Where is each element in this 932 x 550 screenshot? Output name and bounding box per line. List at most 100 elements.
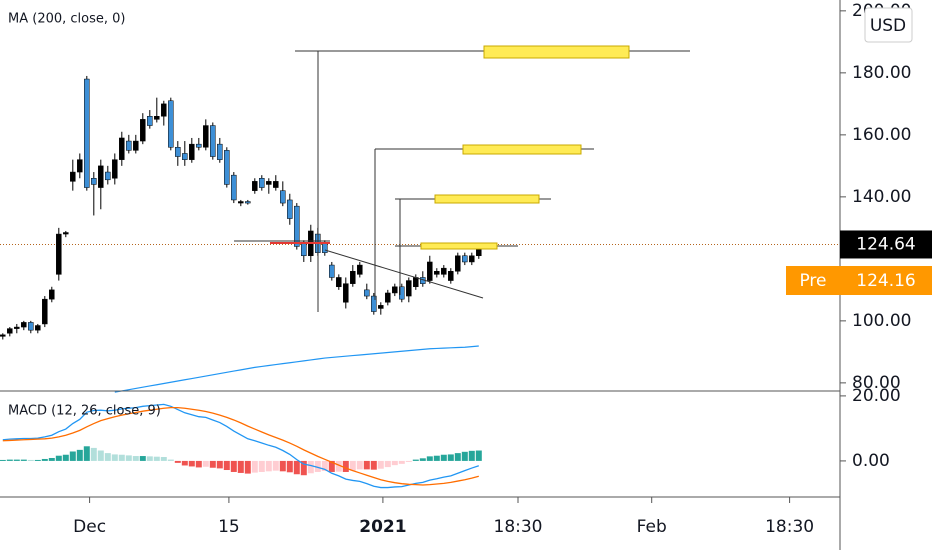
histogram-bar bbox=[328, 460, 335, 472]
candle-body bbox=[322, 243, 328, 253]
histogram-bar bbox=[377, 460, 384, 469]
candle-body bbox=[119, 137, 125, 160]
candle-body bbox=[245, 201, 251, 204]
candle-body bbox=[252, 181, 258, 191]
histogram-bar bbox=[363, 460, 370, 470]
last-price-tag bbox=[840, 230, 932, 259]
candle-body bbox=[147, 116, 153, 126]
candle-body bbox=[301, 243, 307, 257]
x-tick-label: 15 bbox=[218, 517, 240, 537]
candle-body bbox=[399, 286, 405, 300]
y-tick-label: 180.00 bbox=[852, 63, 911, 83]
premarket-price-tag bbox=[840, 266, 932, 295]
histogram-bar bbox=[384, 460, 391, 468]
histogram-bar bbox=[468, 450, 475, 461]
histogram-bar bbox=[447, 454, 454, 461]
drawings bbox=[234, 45, 690, 312]
histogram-bar bbox=[461, 451, 468, 461]
currency-button[interactable] bbox=[864, 7, 913, 43]
ma-line bbox=[114, 345, 479, 393]
candle-body bbox=[98, 165, 104, 188]
premarket-price: 124.16 bbox=[856, 271, 915, 291]
candle-body bbox=[448, 271, 454, 281]
histogram-bar bbox=[174, 460, 181, 463]
histogram-bar bbox=[251, 460, 258, 473]
x-tick-label: Dec bbox=[73, 517, 106, 537]
candle-body bbox=[168, 100, 174, 148]
histogram-bar bbox=[426, 456, 433, 461]
histogram-bar bbox=[419, 458, 426, 461]
histogram-bar bbox=[300, 460, 307, 476]
candle-body bbox=[231, 174, 237, 201]
candle-body bbox=[406, 280, 412, 297]
histogram-bar bbox=[69, 451, 76, 461]
candle-body bbox=[266, 181, 272, 185]
candle-body bbox=[35, 325, 41, 331]
histogram-bar bbox=[244, 460, 251, 474]
candle-body bbox=[357, 264, 363, 275]
y-tick-label: 80.00 bbox=[852, 373, 901, 393]
plot-marks bbox=[0, 75, 840, 489]
histogram-bar bbox=[475, 450, 482, 461]
candle-body bbox=[343, 283, 349, 303]
histogram-bar bbox=[223, 460, 230, 471]
candle-body bbox=[0, 334, 6, 337]
x-tick-label: 18:30 bbox=[765, 517, 814, 537]
candle-body bbox=[70, 171, 76, 182]
candle-body bbox=[161, 103, 167, 117]
histogram-bar bbox=[314, 460, 321, 472]
candle-body bbox=[210, 125, 216, 157]
candle-body bbox=[217, 143, 223, 160]
candle-body bbox=[56, 233, 62, 275]
candle-body bbox=[462, 255, 468, 263]
histogram-bar bbox=[83, 446, 90, 461]
candle-body bbox=[294, 205, 300, 247]
candle-body bbox=[469, 255, 475, 263]
candle-body bbox=[77, 159, 83, 173]
y-tick-label: 160.00 bbox=[852, 125, 911, 145]
candle-body bbox=[364, 289, 370, 297]
histogram-bar bbox=[216, 460, 223, 469]
candle-body bbox=[126, 140, 132, 151]
axes: 80.00100.00140.00160.00180.00200.000.002… bbox=[73, 1, 932, 537]
x-tick-label: 2021 bbox=[359, 517, 406, 537]
candle-body bbox=[427, 261, 433, 281]
candle-body bbox=[273, 181, 279, 188]
histogram-bar bbox=[160, 457, 167, 461]
histogram-bar bbox=[370, 460, 377, 470]
candle-body bbox=[336, 277, 342, 288]
candle-body bbox=[49, 289, 55, 300]
y2-tick-label: 0.00 bbox=[852, 451, 890, 471]
candle-body bbox=[133, 140, 139, 151]
candle-body bbox=[91, 178, 97, 185]
histogram-bar bbox=[391, 460, 398, 466]
macd-line bbox=[2, 403, 480, 489]
candle-body bbox=[259, 178, 265, 188]
histogram-bar bbox=[272, 460, 279, 471]
histogram-bar bbox=[34, 459, 41, 461]
target-box bbox=[420, 242, 498, 250]
histogram-bar bbox=[237, 460, 244, 473]
histogram-bar bbox=[62, 454, 69, 461]
candle-body bbox=[140, 119, 146, 142]
histogram-bar bbox=[118, 454, 125, 461]
histogram-bar bbox=[111, 454, 118, 461]
histogram-bar bbox=[6, 459, 13, 461]
histogram-bar bbox=[125, 455, 132, 461]
histogram-bar bbox=[412, 459, 419, 461]
histogram-bar bbox=[356, 460, 363, 470]
candle-body bbox=[105, 171, 111, 181]
histogram-bar bbox=[55, 455, 62, 461]
histogram-bar bbox=[0, 459, 6, 461]
y-tick-label: 100.00 bbox=[852, 311, 911, 331]
x-tick-label: Feb bbox=[637, 517, 667, 537]
histogram-bar bbox=[405, 460, 412, 462]
target-box bbox=[462, 144, 582, 155]
histogram-bar bbox=[279, 460, 286, 472]
histogram-bar bbox=[265, 460, 272, 472]
candle-body bbox=[196, 143, 202, 148]
currency-label: USD bbox=[870, 16, 906, 36]
candle-body bbox=[224, 150, 230, 185]
candle-body bbox=[329, 264, 335, 278]
